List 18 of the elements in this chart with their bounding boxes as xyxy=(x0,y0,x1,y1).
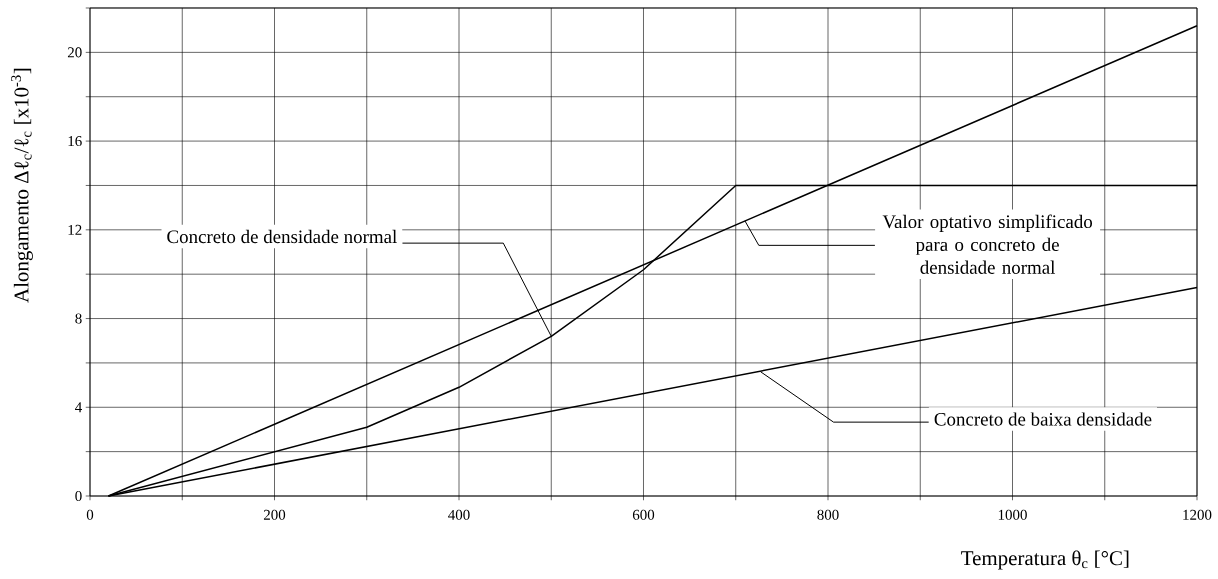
x-tick-label: 1200 xyxy=(1183,509,1212,520)
y-tick-label: 4 xyxy=(75,402,82,413)
annotation: Concreto de baixa densidade xyxy=(934,412,1152,426)
y-tick-label: 12 xyxy=(68,224,82,235)
annotation: Concreto de densidade normal xyxy=(167,229,397,244)
y-tick-label: 8 xyxy=(75,313,82,324)
x-tick-label: 400 xyxy=(448,509,470,520)
y-tick-label: 20 xyxy=(67,47,82,58)
x-tick-label: 1000 xyxy=(998,509,1027,520)
y-tick-label: 0 xyxy=(75,490,82,502)
annotation: Valor optativo simplificado para o concreto de densidade normal xyxy=(882,214,1093,274)
y-axis-title: Alongamento Δℓ$_{c}$/ℓ$_{c}$ [x10$^{-3}$] xyxy=(11,68,33,303)
x-tick-label: 600 xyxy=(632,509,655,520)
x-tick-label: 0 xyxy=(86,509,94,520)
x-tick-label: 800 xyxy=(817,509,839,520)
y-tick-label: 16 xyxy=(68,136,82,147)
x-axis-title: Temperatura θ$_{c}$ [°C] xyxy=(961,550,1129,570)
x-tick-label: 200 xyxy=(263,509,286,520)
